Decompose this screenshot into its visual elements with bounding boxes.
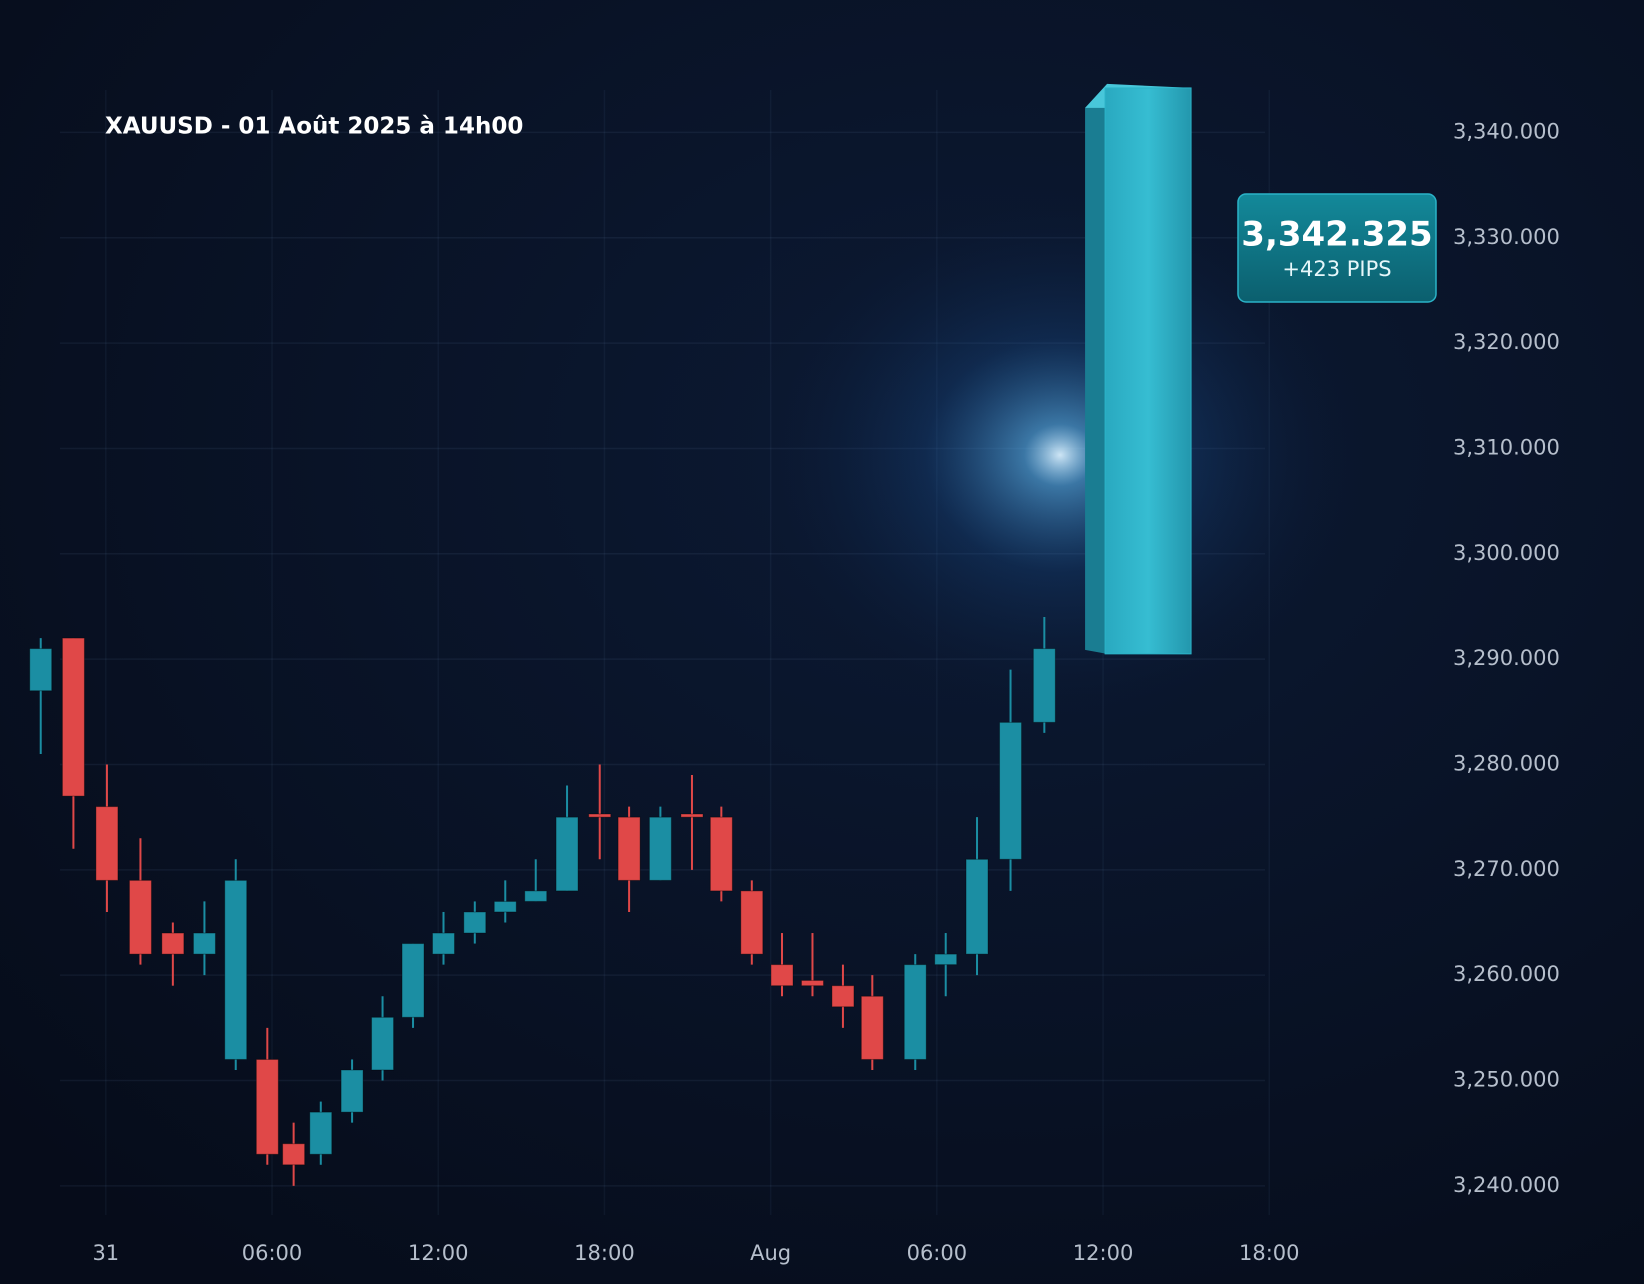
candle-body xyxy=(680,813,704,818)
candle-body xyxy=(555,816,579,892)
candle-body xyxy=(371,1016,395,1071)
y-tick-label: 3,240.000 xyxy=(1453,1173,1560,1197)
candle-body xyxy=(192,932,216,955)
candle-body xyxy=(255,1058,279,1155)
y-tick-label: 3,270.000 xyxy=(1453,857,1560,881)
candle-body xyxy=(463,911,487,934)
candle-body xyxy=(934,953,958,966)
x-tick-label: Aug xyxy=(750,1241,791,1265)
candle-body xyxy=(740,890,764,955)
candle-body xyxy=(61,637,85,797)
y-tick-label: 3,260.000 xyxy=(1453,962,1560,986)
candle-body xyxy=(709,816,733,892)
candle-body xyxy=(309,1111,333,1155)
x-tick-label: 18:00 xyxy=(574,1241,635,1265)
glow xyxy=(760,195,1360,715)
candle-body xyxy=(648,816,672,881)
candle-body xyxy=(401,943,425,1018)
badge-box xyxy=(1237,193,1437,303)
x-tick-label: 18:00 xyxy=(1239,1241,1300,1265)
chart-title: XAUUSD - 01 Août 2025 à 14h00 xyxy=(105,114,523,140)
x-tick-label: 12:00 xyxy=(408,1241,469,1265)
candle-body xyxy=(161,932,185,955)
y-tick-label: 3,330.000 xyxy=(1453,225,1560,249)
candle-body xyxy=(588,813,612,818)
candle-body xyxy=(340,1069,364,1113)
candle-body xyxy=(282,1143,306,1166)
candle-body xyxy=(800,979,824,987)
candle-body xyxy=(1032,648,1056,723)
candle-body xyxy=(617,816,641,881)
spike-side xyxy=(1085,85,1108,654)
spike-bar xyxy=(1104,87,1192,655)
candle-body xyxy=(999,721,1023,860)
x-tick-label: 31 xyxy=(92,1241,119,1265)
price-badge: 3,342.325+423 PIPS xyxy=(1237,193,1437,303)
candle-body xyxy=(524,890,548,902)
candle-body xyxy=(128,879,152,955)
x-tick-label: 06:00 xyxy=(242,1241,303,1265)
y-tick-label: 3,250.000 xyxy=(1453,1068,1560,1092)
y-tick-label: 3,300.000 xyxy=(1453,541,1560,565)
y-tick-label: 3,280.000 xyxy=(1453,751,1560,775)
candle-body xyxy=(29,648,53,692)
y-tick-label: 3,340.000 xyxy=(1453,119,1560,143)
x-tick-label: 06:00 xyxy=(907,1241,968,1265)
candle-body xyxy=(903,964,927,1060)
y-tick-label: 3,320.000 xyxy=(1453,330,1560,354)
badge-pips: +423 PIPS xyxy=(1282,257,1391,281)
candle-body xyxy=(493,900,517,913)
candle-body xyxy=(770,964,794,987)
candle-body xyxy=(95,806,119,881)
candle-body xyxy=(431,932,455,955)
candle-body xyxy=(224,879,248,1060)
y-tick-label: 3,310.000 xyxy=(1453,435,1560,459)
candle-body xyxy=(860,995,884,1060)
y-tick-label: 3,290.000 xyxy=(1453,646,1560,670)
badge-price: 3,342.325 xyxy=(1241,215,1432,255)
x-tick-label: 12:00 xyxy=(1073,1241,1134,1265)
candle-body xyxy=(831,985,855,1008)
candle-body xyxy=(965,858,989,955)
